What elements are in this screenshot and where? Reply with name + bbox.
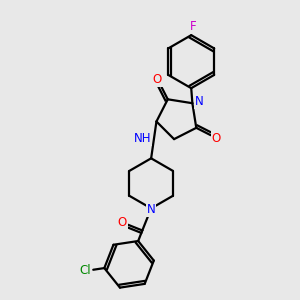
Text: N: N: [194, 95, 203, 108]
Text: O: O: [153, 73, 162, 85]
Text: Cl: Cl: [79, 264, 91, 277]
Text: O: O: [118, 216, 127, 229]
Text: O: O: [212, 132, 221, 145]
Text: NH: NH: [134, 132, 152, 145]
Text: F: F: [189, 20, 196, 33]
Text: N: N: [147, 203, 155, 216]
